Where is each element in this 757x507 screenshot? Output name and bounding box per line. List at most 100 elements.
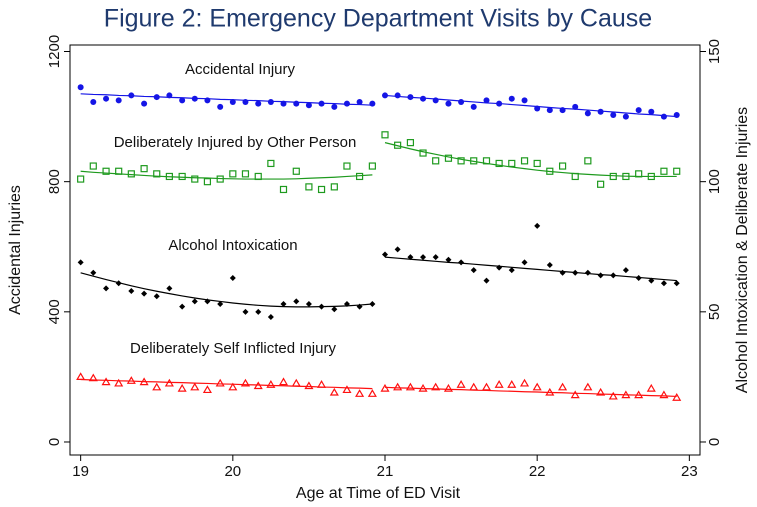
point	[394, 92, 401, 99]
point	[546, 167, 554, 175]
fit-line	[384, 94, 677, 118]
point	[179, 303, 186, 310]
point	[278, 377, 289, 386]
point	[115, 167, 123, 175]
fit-line	[80, 170, 373, 180]
point	[558, 382, 568, 391]
point	[458, 259, 465, 266]
y2-tick-label: 0	[706, 438, 723, 446]
point	[419, 149, 427, 157]
point	[343, 301, 350, 308]
point	[508, 95, 515, 102]
point	[445, 100, 452, 107]
point	[597, 108, 604, 115]
point	[280, 100, 287, 107]
point	[507, 380, 517, 388]
point	[141, 100, 148, 107]
point	[444, 154, 453, 162]
point	[571, 172, 579, 181]
point	[127, 170, 135, 178]
point	[139, 377, 149, 386]
point	[77, 84, 84, 91]
point	[90, 269, 97, 276]
point	[508, 159, 516, 168]
point	[521, 97, 528, 104]
point	[647, 172, 655, 181]
point	[331, 306, 338, 313]
point	[635, 107, 642, 114]
y-tick-label: 0	[46, 438, 63, 446]
point	[329, 387, 339, 396]
point	[534, 222, 541, 229]
point	[191, 298, 198, 305]
y2-tick-label: 150	[706, 39, 723, 64]
point	[342, 385, 352, 394]
point	[382, 92, 388, 99]
point	[165, 172, 173, 181]
point	[267, 314, 274, 321]
point	[621, 390, 631, 399]
point	[673, 111, 680, 118]
point	[153, 170, 161, 178]
point	[241, 170, 250, 178]
point	[508, 267, 515, 274]
point	[179, 97, 186, 104]
point	[368, 162, 376, 170]
point	[496, 100, 503, 107]
point	[166, 92, 173, 99]
point	[114, 378, 124, 387]
point	[660, 113, 667, 120]
point	[496, 264, 503, 271]
point	[217, 103, 224, 110]
point	[140, 165, 148, 173]
point	[229, 98, 236, 105]
point	[103, 95, 110, 102]
x-tick-label: 21	[377, 463, 394, 480]
point	[191, 95, 198, 102]
point	[405, 382, 415, 391]
point	[355, 172, 364, 181]
point	[521, 259, 528, 266]
point	[545, 387, 555, 396]
point	[191, 175, 199, 183]
point	[217, 301, 224, 308]
point	[610, 111, 617, 118]
point	[266, 380, 276, 388]
point	[267, 98, 274, 105]
point	[153, 94, 160, 101]
series-label: Deliberately Injured by Other Person	[114, 134, 357, 151]
point	[659, 390, 669, 399]
point	[318, 100, 325, 107]
point	[381, 131, 389, 139]
point	[610, 272, 617, 279]
point	[255, 308, 262, 315]
x-tick-label: 20	[224, 463, 241, 480]
series-label: Deliberately Self Inflicted Injury	[130, 340, 336, 357]
point	[141, 290, 148, 297]
point	[394, 246, 401, 253]
point	[520, 157, 529, 165]
point	[164, 378, 174, 387]
point	[317, 185, 326, 194]
point	[242, 98, 249, 105]
point	[382, 251, 388, 258]
point	[634, 390, 644, 399]
point	[77, 259, 84, 266]
point	[533, 159, 541, 168]
point	[166, 285, 173, 292]
point	[229, 274, 236, 281]
point	[432, 97, 439, 104]
point	[660, 280, 667, 287]
x-axis-title: Age at Time of ED Visit	[296, 485, 461, 502]
point	[279, 185, 288, 194]
point	[291, 378, 301, 387]
point	[470, 103, 477, 110]
point	[369, 100, 376, 107]
point	[470, 267, 477, 274]
point	[103, 285, 110, 292]
point	[660, 167, 668, 175]
point	[115, 280, 122, 287]
point	[481, 382, 492, 391]
point	[343, 100, 350, 107]
fit-line	[384, 256, 677, 282]
